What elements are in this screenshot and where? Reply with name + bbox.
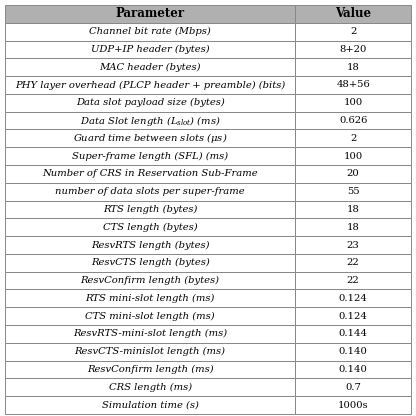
Text: 48+56: 48+56 [336, 81, 370, 89]
Bar [295, 111, 411, 129]
Text: Super-frame length (SFL) (ms): Super-frame length (SFL) (ms) [72, 151, 228, 161]
Bar [295, 40, 411, 58]
Text: RTS mini-slot length (ms): RTS mini-slot length (ms) [85, 294, 215, 303]
Text: Value: Value [335, 7, 371, 20]
Text: CTS mini-slot length (ms): CTS mini-slot length (ms) [85, 312, 215, 321]
Bar [295, 236, 411, 254]
Text: ResvConfirm length (ms): ResvConfirm length (ms) [87, 365, 213, 374]
Text: 0.140: 0.140 [339, 347, 368, 356]
Text: ResvCTS length (bytes): ResvCTS length (bytes) [91, 258, 210, 267]
Bar [5, 236, 295, 254]
Text: 22: 22 [347, 258, 359, 267]
Text: Data slot payload size (bytes): Data slot payload size (bytes) [76, 98, 225, 107]
Text: Channel bit rate (Mbps): Channel bit rate (Mbps) [89, 27, 211, 36]
Text: 18: 18 [347, 205, 359, 214]
Text: Data Slot length ($L_{slot}$) (ms): Data Slot length ($L_{slot}$) (ms) [80, 114, 220, 128]
Bar [5, 23, 295, 40]
Text: 20: 20 [347, 169, 359, 178]
Bar [5, 379, 295, 396]
Bar [5, 325, 295, 343]
Bar [295, 23, 411, 40]
Bar [5, 396, 295, 414]
Text: number of data slots per super-frame: number of data slots per super-frame [55, 187, 245, 196]
Text: 100: 100 [344, 151, 363, 161]
Text: 55: 55 [347, 187, 359, 196]
Text: ResvConfirm length (bytes): ResvConfirm length (bytes) [81, 276, 220, 285]
Bar [295, 379, 411, 396]
Text: MAC header (bytes): MAC header (bytes) [99, 63, 201, 72]
Bar [295, 76, 411, 94]
Text: 23: 23 [347, 240, 359, 250]
Bar [295, 272, 411, 290]
Text: 100: 100 [344, 98, 363, 107]
Text: 8+20: 8+20 [339, 45, 367, 54]
Text: RTS length (bytes): RTS length (bytes) [103, 205, 197, 214]
Text: 0.144: 0.144 [339, 329, 368, 338]
Text: ResvRTS-mini-slot length (ms): ResvRTS-mini-slot length (ms) [73, 329, 227, 339]
Bar [295, 129, 411, 147]
Bar [295, 58, 411, 76]
Text: UDP+IP header (bytes): UDP+IP header (bytes) [91, 45, 209, 54]
Text: 0.626: 0.626 [339, 116, 367, 125]
Bar [5, 361, 295, 379]
Text: 1000s: 1000s [338, 401, 369, 409]
Bar [5, 76, 295, 94]
Bar [295, 307, 411, 325]
Bar [295, 396, 411, 414]
Bar [295, 183, 411, 201]
Bar [5, 147, 295, 165]
Bar [5, 183, 295, 201]
Text: 0.124: 0.124 [339, 294, 368, 303]
Bar [295, 94, 411, 111]
Bar [295, 165, 411, 183]
Bar [5, 254, 295, 272]
Text: 0.124: 0.124 [339, 312, 368, 321]
Text: CRS length (ms): CRS length (ms) [109, 383, 192, 392]
Bar [295, 343, 411, 361]
Bar [5, 40, 295, 58]
Bar [5, 272, 295, 290]
Bar [5, 111, 295, 129]
Bar [295, 361, 411, 379]
Text: CTS length (bytes): CTS length (bytes) [103, 223, 198, 232]
Bar [295, 218, 411, 236]
Text: 18: 18 [347, 63, 359, 72]
Text: Number of CRS in Reservation Sub-Frame: Number of CRS in Reservation Sub-Frame [42, 169, 258, 178]
Bar [5, 343, 295, 361]
Text: 0.7: 0.7 [345, 383, 361, 392]
Bar [295, 201, 411, 218]
Text: 18: 18 [347, 223, 359, 232]
Text: PHY layer overhead (PLCP header + preamble) (bits): PHY layer overhead (PLCP header + preamb… [15, 80, 285, 89]
Text: Guard time between slots ($\mu$s): Guard time between slots ($\mu$s) [73, 131, 228, 145]
Bar [5, 307, 295, 325]
Bar [5, 290, 295, 307]
Bar [5, 201, 295, 218]
Bar [5, 58, 295, 76]
Bar [295, 5, 411, 23]
Bar [5, 218, 295, 236]
Bar [5, 5, 295, 23]
Text: ResvCTS-minislot length (ms): ResvCTS-minislot length (ms) [74, 347, 225, 356]
Bar [295, 254, 411, 272]
Text: 2: 2 [350, 134, 357, 143]
Bar [295, 325, 411, 343]
Bar [5, 129, 295, 147]
Bar [5, 165, 295, 183]
Text: Simulation time (s): Simulation time (s) [102, 401, 198, 409]
Bar [295, 147, 411, 165]
Text: 0.140: 0.140 [339, 365, 368, 374]
Bar [5, 94, 295, 111]
Text: 22: 22 [347, 276, 359, 285]
Bar [295, 290, 411, 307]
Text: 2: 2 [350, 27, 357, 36]
Text: Parameter: Parameter [116, 7, 185, 20]
Text: ResvRTS length (bytes): ResvRTS length (bytes) [91, 240, 209, 250]
